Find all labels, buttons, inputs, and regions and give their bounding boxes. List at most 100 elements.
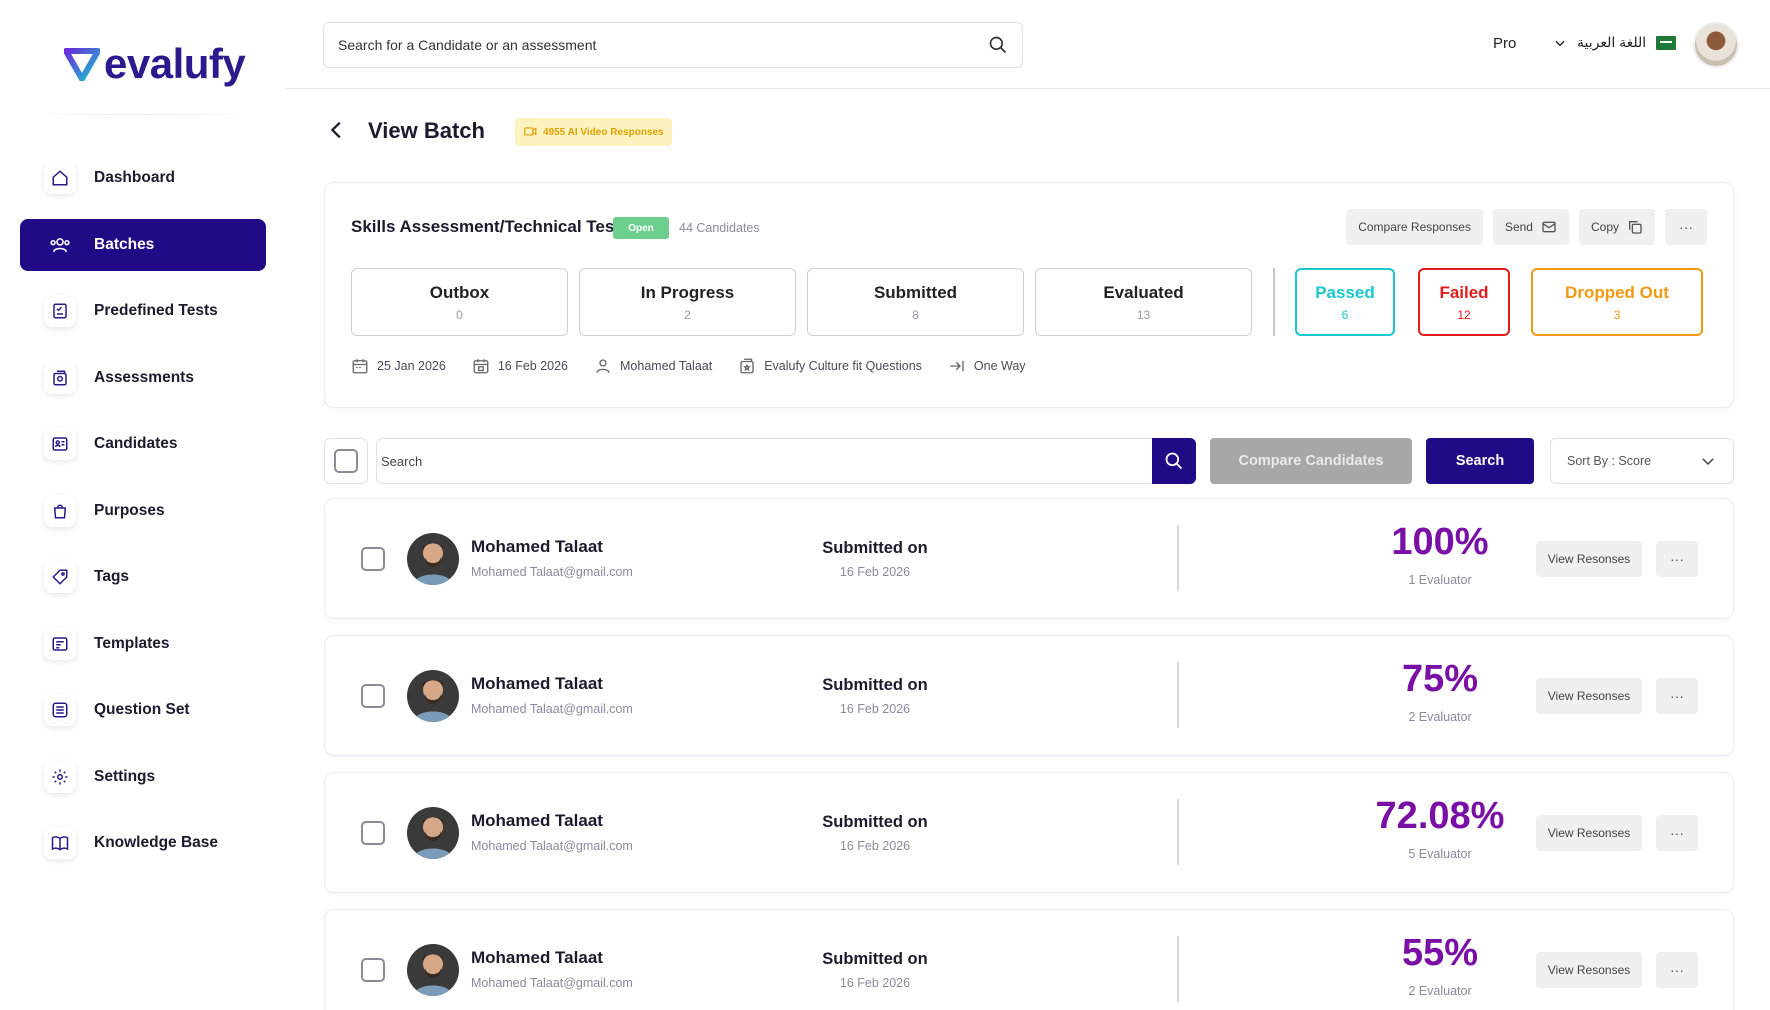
evaluator-count: 5 Evaluator <box>1408 847 1472 861</box>
global-search-input[interactable] <box>338 37 988 53</box>
home-icon <box>44 162 76 194</box>
sidebar-item-settings[interactable]: Settings <box>20 751 266 803</box>
stat-value: 0 <box>456 307 463 322</box>
end-date-label: 16 Feb 2026 <box>497 359 569 373</box>
sort-select[interactable]: Sort By : Score <box>1550 438 1734 484</box>
sidebar-item-batches[interactable]: Batches <box>20 218 266 271</box>
candidate-avatar <box>407 670 459 722</box>
sidebar-item-label: Templates <box>94 634 170 652</box>
sidebar-item-label: Dashboard <box>94 169 175 186</box>
sidebar-item-assessments[interactable]: Assessments <box>20 352 266 404</box>
user-avatar[interactable] <box>1693 22 1739 68</box>
language-label: اللغة العربية <box>1577 34 1647 50</box>
logo[interactable]: evalufy <box>64 40 246 88</box>
sidebar-item-tags[interactable]: Tags <box>20 551 266 603</box>
mail-icon <box>1542 221 1556 233</box>
checkbox-box <box>334 449 358 473</box>
global-search <box>323 22 1023 68</box>
row-more-button[interactable]: ··· <box>1656 678 1698 714</box>
status-badge: Open <box>613 217 669 239</box>
search-icon <box>1165 452 1183 470</box>
row-more-button[interactable]: ··· <box>1656 952 1698 988</box>
submitted-label: Submitted on <box>822 676 928 694</box>
logo-mark-icon <box>64 48 100 81</box>
stat-dropped-out[interactable]: Dropped Out 3 <box>1531 268 1703 336</box>
row-checkbox[interactable] <box>361 684 385 708</box>
submitted-date: 16 Feb 2026 <box>839 702 911 716</box>
compare-candidates-button[interactable]: Compare Candidates <box>1210 438 1412 484</box>
template-icon <box>44 627 76 660</box>
mode-label: One Way <box>973 359 1026 373</box>
ai-responses-badge: 4955 AI Video Responses <box>515 118 672 146</box>
sidebar-item-knowledge-base[interactable]: Knowledge Base <box>20 817 266 869</box>
logo-divider <box>30 114 255 115</box>
copy-button[interactable]: Copy <box>1578 209 1655 245</box>
gear-icon <box>44 760 76 793</box>
select-all-checkbox[interactable] <box>324 438 368 484</box>
back-arrow-icon[interactable] <box>326 119 348 141</box>
sidebar-item-templates[interactable]: Templates <box>20 618 266 670</box>
calendar-lock-icon <box>473 359 489 374</box>
candidate-search <box>376 438 1164 484</box>
candidate-search-input[interactable] <box>381 453 1163 469</box>
stat-value: 6 <box>1341 307 1349 322</box>
candidate-search-icon-button[interactable] <box>1152 438 1196 484</box>
stat-value: 12 <box>1457 307 1471 322</box>
batch-more-button[interactable]: ··· <box>1665 209 1707 245</box>
sidebar-item-label: Question Set <box>94 701 190 718</box>
submitted-date: 16 Feb 2026 <box>839 839 911 853</box>
stat-label: Outbox <box>429 282 490 302</box>
sidebar-item-dashboard[interactable]: Dashboard <box>20 152 266 204</box>
row-more-button[interactable]: ··· <box>1656 815 1698 851</box>
row-checkbox[interactable] <box>361 547 385 571</box>
sidebar-item-candidates[interactable]: Candidates <box>20 418 266 470</box>
view-responses-button[interactable]: View Resonses <box>1536 815 1642 851</box>
row-checkbox[interactable] <box>361 821 385 845</box>
row-more-button[interactable]: ··· <box>1656 541 1698 577</box>
stat-outbox[interactable]: Outbox 0 <box>351 268 568 336</box>
sidebar-item-label: Knowledge Base <box>94 834 219 851</box>
stat-label: Dropped Out <box>1565 282 1669 302</box>
view-responses-button[interactable]: View Resonses <box>1536 678 1642 714</box>
view-responses-button[interactable]: View Resonses <box>1536 952 1642 988</box>
stat-label: Evaluated <box>1103 282 1184 302</box>
chevron-down-icon <box>1702 458 1714 466</box>
candidate-name: Mohamed Talaat <box>471 674 603 693</box>
stat-in-progress[interactable]: In Progress 2 <box>579 268 796 336</box>
evaluator-count: 2 Evaluator <box>1408 984 1472 998</box>
search-icon[interactable] <box>988 35 1008 55</box>
send-label: Send <box>1504 220 1533 234</box>
user-icon <box>596 359 610 373</box>
candidate-row: Mohamed Talaat Mohamed Talaat@gmail.com … <box>324 772 1734 893</box>
stat-submitted[interactable]: Submitted 8 <box>807 268 1024 336</box>
candidate-count: 44 Candidates <box>679 221 760 235</box>
meta-question-set: Evalufy Culture fit Questions <box>738 357 922 375</box>
batch-title: Skills Assessment/Technical Test <box>351 217 620 236</box>
candidate-row: Mohamed Talaat Mohamed Talaat@gmail.com … <box>324 635 1734 756</box>
batch-actions: Compare Responses Send Copy ··· <box>1346 209 1707 245</box>
sidebar-item-purposes[interactable]: Purposes <box>20 485 266 537</box>
book-icon <box>44 827 76 859</box>
view-responses-button[interactable]: View Resonses <box>1536 541 1642 577</box>
sidebar-item-question-set[interactable]: Question Set <box>20 684 266 736</box>
language-switcher[interactable]: اللغة العربية <box>1553 34 1677 51</box>
candidate-name: Mohamed Talaat <box>471 948 603 967</box>
stat-label: In Progress <box>640 282 735 302</box>
candidate-avatar <box>407 533 459 585</box>
stat-evaluated[interactable]: Evaluated 13 <box>1035 268 1252 336</box>
candidate-score: 75% <box>1401 658 1479 700</box>
stat-passed[interactable]: Passed 6 <box>1295 268 1395 336</box>
sidebar-item-predefined-tests[interactable]: Predefined Tests <box>20 285 266 337</box>
arrow-to-line-icon <box>950 360 964 372</box>
sidebar-item-label: Settings <box>94 767 156 785</box>
stat-failed[interactable]: Failed 12 <box>1418 268 1510 336</box>
search-button[interactable]: Search <box>1426 438 1534 484</box>
sort-label: Sort By : Score <box>1567 454 1652 468</box>
send-button[interactable]: Send <box>1492 209 1569 245</box>
row-checkbox[interactable] <box>361 958 385 982</box>
meta-start-date: 25 Jan 2026 <box>351 357 446 375</box>
compare-responses-button[interactable]: Compare Responses <box>1346 209 1483 245</box>
row-divider <box>1177 936 1179 1002</box>
stats-divider <box>1273 268 1275 336</box>
